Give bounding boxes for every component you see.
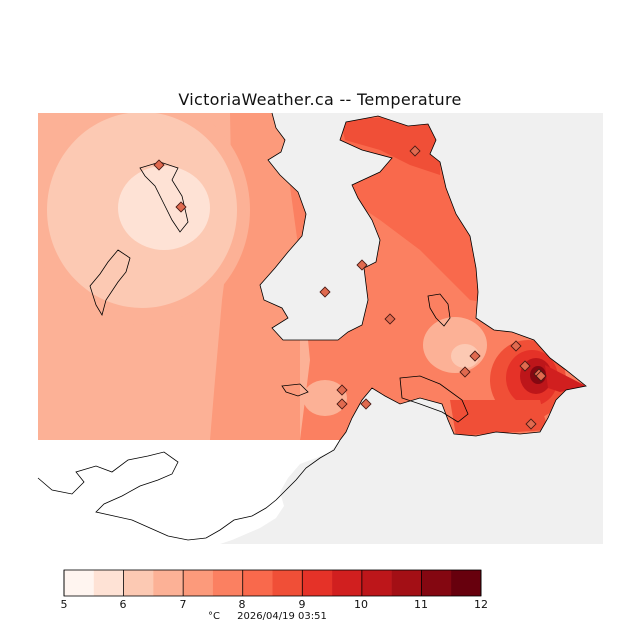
legend-swatch: [124, 570, 154, 596]
legend: [64, 570, 481, 596]
legend-swatch: [94, 570, 124, 596]
legend-tick-11: 11: [414, 598, 428, 611]
legend-tick-5: 5: [61, 598, 68, 611]
legend-tick-12: 12: [474, 598, 488, 611]
legend-tick-7: 7: [180, 598, 187, 611]
legend-swatch: [451, 570, 481, 596]
legend-swatch: [421, 570, 451, 596]
legend-swatch: [64, 570, 94, 596]
legend-swatch: [183, 570, 213, 596]
legend-swatch: [153, 570, 183, 596]
timestamp: 2026/04/19 03:51: [237, 611, 327, 622]
legend-swatch: [332, 570, 362, 596]
legend-tick-10: 10: [354, 598, 368, 611]
legend-swatch: [392, 570, 422, 596]
legend-tick-6: 6: [120, 598, 127, 611]
legend-tick-9: 9: [299, 598, 306, 611]
legend-unit: °C: [208, 611, 220, 622]
legend-tick-8: 8: [239, 598, 246, 611]
legend-swatch: [362, 570, 392, 596]
legend-swatch: [243, 570, 273, 596]
legend-swatch: [273, 570, 303, 596]
legend-swatch: [213, 570, 243, 596]
legend-swatch: [302, 570, 332, 596]
